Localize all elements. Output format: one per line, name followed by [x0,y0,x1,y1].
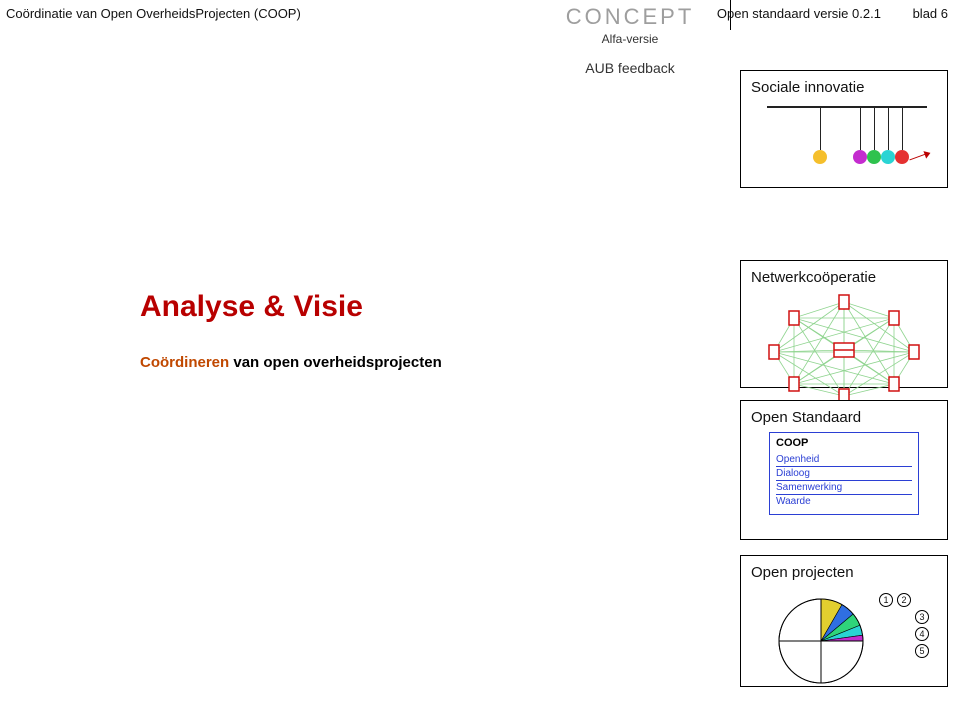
panel-open-standaard: Open Standaard COOP OpenheidDialoogSamen… [740,400,948,540]
coop-row: Samenwerking [776,481,912,495]
pie-legend: 123 4 5 [879,593,929,661]
panel-netwerkcooperatie: Netwerkcoöperatie [740,260,948,388]
panel-open-projecten: Open projecten 123 4 5 [740,555,948,687]
panel-title-sociale: Sociale innovatie [751,79,937,96]
cradle-ball [853,150,867,164]
cradle-string [820,108,821,150]
network-graph [754,292,934,384]
feedback-label: AUB feedback [540,60,720,76]
pie-legend-item: 1 [879,593,893,607]
newtons-cradle-graphic [757,102,937,182]
page-title: Analyse & Visie [140,290,560,324]
coop-row: Dialoog [776,467,912,481]
pie-legend-item: 3 [915,610,929,624]
pie-legend-item: 4 [915,627,929,641]
page-number-label: blad 6 [913,6,948,21]
pie-legend-item: 5 [915,644,929,658]
header-center: CONCEPT Alfa-versie AUB feedback [540,4,720,76]
network-svg [754,292,934,404]
coop-row: Openheid [776,453,912,467]
cradle-bar [767,106,927,108]
cradle-ball [881,150,895,164]
alfa-versie-label: Alfa-versie [540,32,720,46]
cradle-string [888,108,889,150]
subtitle-word1: Coördineren [140,354,229,371]
panel-title-netwerk: Netwerkcoöperatie [751,269,937,286]
panel-title-open-standaard: Open Standaard [751,409,937,426]
swing-arrow-icon [909,153,928,161]
panel-title-open-projecten: Open projecten [751,564,937,581]
cradle-ball [867,150,881,164]
main-title-block: Analyse & Visie Coördineren van open ove… [140,290,560,371]
cradle-string [902,108,903,150]
page-subtitle: Coördineren van open overheidsprojecten [140,354,560,371]
pie-svg [771,593,875,693]
cradle-ball [813,150,827,164]
header-right: Open standaard versie 0.2.1 blad 6 [717,6,948,21]
coop-box: COOP OpenheidDialoogSamenwerkingWaarde [769,432,919,515]
panel-sociale-innovatie: Sociale innovatie [740,70,948,188]
concept-label: CONCEPT [540,4,720,30]
version-label: Open standaard versie 0.2.1 [717,6,881,21]
coop-row: Waarde [776,495,912,508]
pie-legend-item: 2 [897,593,911,607]
subtitle-rest: van open overheidsprojecten [229,354,442,371]
cradle-ball [895,150,909,164]
header-left-title: Coördinatie van Open OverheidsProjecten … [6,6,301,21]
pie-chart-wrap: 123 4 5 [751,587,937,683]
coop-inner-title: COOP [776,437,912,449]
cradle-string [874,108,875,150]
cradle-string [860,108,861,150]
